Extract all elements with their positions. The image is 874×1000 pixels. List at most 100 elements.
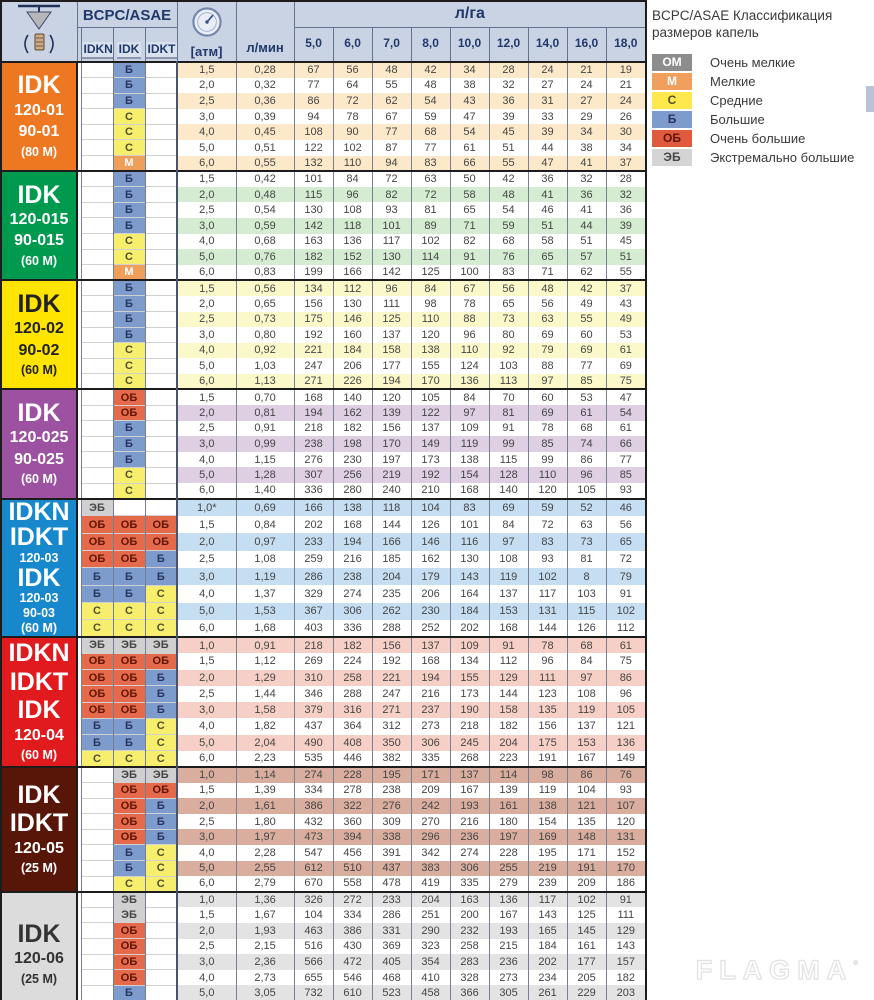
pressure-cell: 1,5 [176, 782, 237, 799]
group-label-line: IDK [17, 780, 61, 809]
subcol-header-idk: IDK [112, 26, 146, 63]
class-cell [112, 498, 146, 517]
rate-cell: 55 [371, 77, 412, 94]
class-cell [80, 938, 114, 955]
rate-cell: 86 [293, 93, 334, 109]
rate-cell: 19 [605, 62, 647, 78]
flow-cell: 0,28 [235, 62, 295, 78]
rate-cell: 8 [566, 567, 607, 586]
rate-cell: 125 [371, 311, 412, 328]
class-cell: Б [112, 436, 146, 453]
class-cell: ОБ [80, 702, 114, 719]
rate-cell: 117 [527, 891, 568, 908]
pressure-cell: 3,0 [176, 108, 237, 125]
rate-cell: 273 [488, 969, 529, 986]
rate-cell: 194 [332, 533, 373, 551]
rate-cell: 114 [410, 249, 451, 265]
rate-cell: 64 [332, 77, 373, 94]
table-row: С 5,0 1,28 307 256 219 192 154 128 110 96 85 [1, 467, 647, 484]
flow-cell: 1,67 [235, 907, 295, 923]
rate-cell: 210 [410, 483, 451, 499]
group-label-line: (25 M) [20, 971, 58, 986]
table-row: ОБ Б 2,5 1,80 432 360 309 270 216 180 154 135 120 [1, 813, 647, 830]
rate-cell: 65 [527, 249, 568, 265]
class-cell: С [112, 750, 146, 768]
class-cell: Б [112, 93, 146, 110]
rate-cell: 85 [527, 436, 568, 452]
rate-cell: 94 [293, 108, 334, 125]
rate-cell: 256 [332, 467, 373, 484]
rate-cell: 149 [605, 750, 647, 768]
bcpc-header: BCPC/ASAE [76, 0, 178, 28]
rate-cell: 119 [449, 436, 490, 452]
rate-cell: 191 [527, 750, 568, 768]
rate-cell: 69 [488, 498, 529, 516]
rate-cell: 334 [293, 782, 334, 799]
table-row: Б 2,0 0,32 77 64 55 48 38 32 27 24 21 [1, 77, 647, 94]
pressure-cell: 2,5 [176, 311, 237, 328]
rate-cell: 185 [371, 550, 412, 568]
rate-cell: 72 [410, 186, 451, 203]
rate-cell: 566 [293, 954, 334, 970]
class-cell [80, 342, 114, 359]
group-label: IDKN IDKT 120-03 IDK 120-03 90-03 (60 M) [0, 498, 78, 638]
rate-cell: 54 [449, 124, 490, 140]
subcol-header-idkn: IDKN [80, 26, 114, 63]
class-cell: С [112, 358, 146, 375]
table-row: ОБ 3,0 2,36 566 472 405 354 283 236 202 177 157 [1, 954, 647, 971]
rate-cell: 490 [293, 734, 334, 751]
flow-cell: 1,19 [235, 567, 295, 586]
rate-cell: 280 [332, 483, 373, 499]
pressure-cell: 2,5 [176, 202, 237, 218]
group-label-line: 120-03 [19, 550, 59, 565]
rate-cell: 546 [332, 969, 373, 986]
group-label-line: 120-015 [9, 211, 69, 229]
rate-cell: 286 [293, 567, 334, 586]
pressure-cell: 1,5 [176, 515, 237, 534]
pressure-cell: 1,5 [176, 907, 237, 923]
rate-cell: 117 [527, 585, 568, 603]
rate-cell: 105 [566, 483, 607, 499]
table-row: С 6,0 1,13 271 226 194 170 136 113 97 85 75 [1, 373, 647, 390]
rate-cell: 169 [527, 829, 568, 845]
class-cell [80, 922, 114, 940]
rate-cell: 218 [293, 637, 334, 654]
rate-cell: 202 [449, 619, 490, 638]
rate-cell: 177 [371, 358, 412, 374]
rate-cell: 209 [566, 876, 607, 892]
group-label-line: IDKN [8, 498, 70, 526]
subcol-label: IDK [116, 42, 142, 59]
class-cell: ОБ [112, 954, 146, 971]
rate-cell: 305 [488, 985, 529, 1000]
pressure-cell: 2,5 [176, 938, 237, 955]
rate-cell: 39 [605, 217, 647, 234]
class-cell: ОБ [112, 685, 146, 703]
rate-cell: 193 [488, 922, 529, 939]
rate-cell: 204 [371, 567, 412, 586]
rate-cell: 94 [371, 155, 412, 172]
rate-cell: 93 [527, 550, 568, 568]
legend-title: BCPC/ASAE Классификация размеров капель [652, 8, 833, 40]
pressure-cell: 6,0 [176, 619, 237, 638]
class-cell: С [144, 718, 178, 736]
rate-cell: 158 [371, 342, 412, 359]
rate-cell: 288 [332, 685, 373, 703]
flow-cell: 1,12 [235, 653, 295, 670]
table-row: ОБ ОБ Б 2,5 1,08 259 216 185 162 130 108 93 81 72 [1, 550, 647, 569]
rate-cell: 164 [449, 585, 490, 603]
rate-cell: 21 [605, 77, 647, 94]
watermark-text: FLAGMA [695, 954, 854, 985]
rate-cell: 51 [527, 217, 568, 234]
rate-cell: 41 [527, 186, 568, 203]
rate-cell: 44 [527, 139, 568, 156]
rate-cell: 69 [566, 342, 607, 359]
rate-cell: 139 [488, 782, 529, 799]
rate-cell: 306 [410, 734, 451, 751]
rate-cell: 216 [449, 813, 490, 830]
rate-cell: 458 [410, 985, 451, 1000]
rate-cell: 124 [449, 358, 490, 374]
rate-cell: 204 [488, 734, 529, 751]
class-cell: Б [112, 985, 146, 1000]
rate-cell: 72 [371, 171, 412, 187]
rate-cell: 126 [410, 515, 451, 534]
